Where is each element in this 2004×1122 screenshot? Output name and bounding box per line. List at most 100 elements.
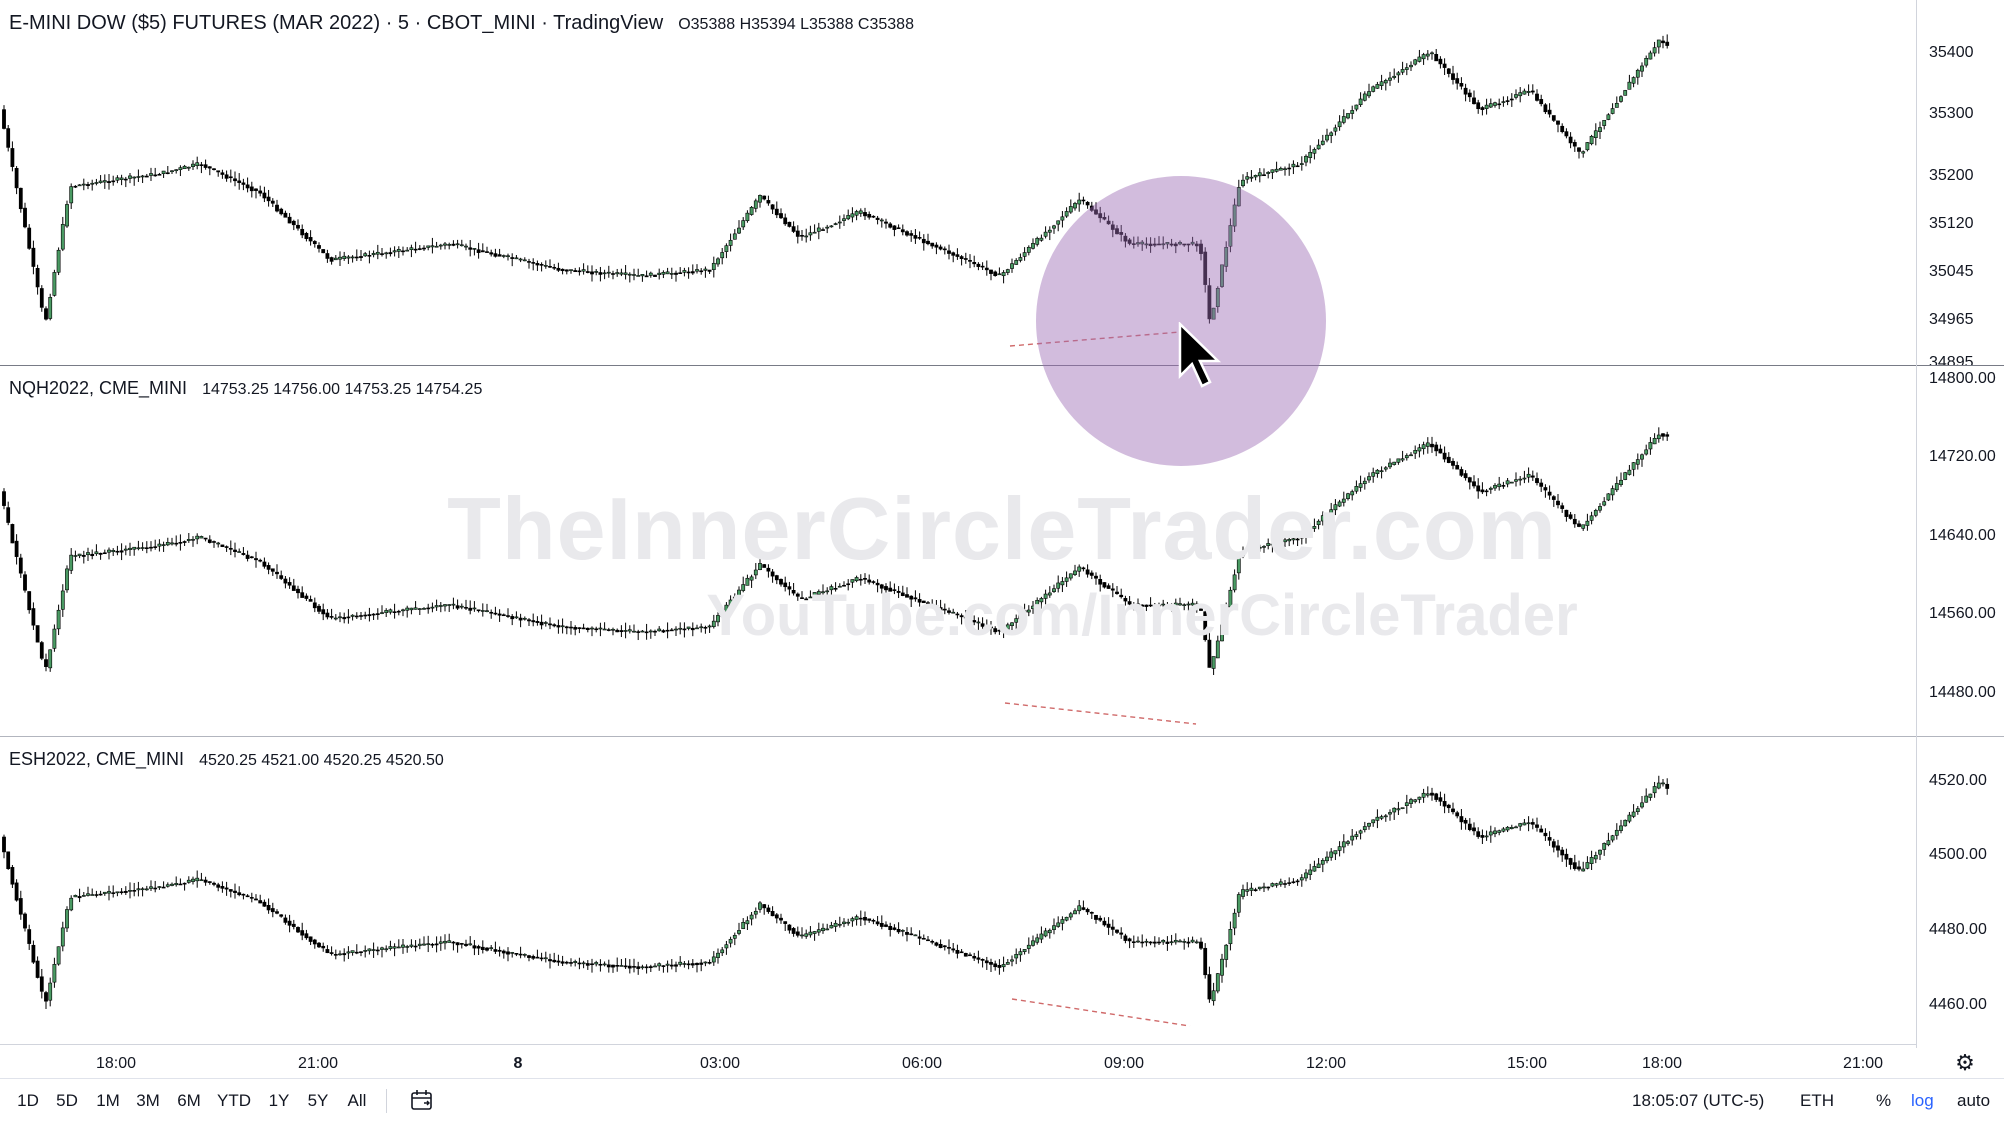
candle-body xyxy=(989,269,993,274)
range-1m-button[interactable]: 1M xyxy=(96,1091,120,1110)
candle-body xyxy=(434,245,439,248)
candle-body xyxy=(1253,547,1258,550)
candle xyxy=(128,542,132,556)
es-chart-pane[interactable]: ESH2022, CME_MINI 4520.25 4521.00 4520.2… xyxy=(0,737,1916,1044)
candle-body xyxy=(850,918,855,922)
candle xyxy=(27,224,32,250)
candle xyxy=(1152,603,1157,614)
es-candles[interactable] xyxy=(0,737,1916,1044)
candle xyxy=(275,199,279,213)
candle xyxy=(594,268,599,276)
candle-body xyxy=(409,247,414,251)
candle xyxy=(417,938,422,950)
candle-body xyxy=(1350,110,1355,114)
candle xyxy=(1161,236,1166,250)
candle-body xyxy=(594,628,599,631)
candle xyxy=(107,885,111,901)
candle-body xyxy=(749,914,754,920)
candle-body xyxy=(203,879,208,883)
candle xyxy=(1652,781,1657,798)
nq-candles[interactable] xyxy=(0,366,1916,735)
candle-body xyxy=(648,630,653,633)
range-5d-button[interactable]: 5D xyxy=(56,1091,78,1110)
pane-separator-1[interactable] xyxy=(0,365,2004,366)
ym-candles[interactable] xyxy=(0,0,1916,365)
ym-chart-pane[interactable]: E-MINI DOW ($5) FUTURES (MAR 2022) · 5 ·… xyxy=(0,0,1916,365)
candle xyxy=(1270,169,1275,180)
candle xyxy=(1026,605,1031,617)
session-toggle[interactable]: ETH xyxy=(1800,1091,1834,1110)
candle xyxy=(850,916,855,927)
candle xyxy=(1430,51,1434,60)
candle xyxy=(161,541,166,552)
candle-body xyxy=(1354,834,1359,837)
range-5y-button[interactable]: 5Y xyxy=(307,1091,329,1110)
nq-price-axis[interactable]: 14800.00 14720.00 14640.00 14560.00 1448… xyxy=(1917,366,2004,735)
range-1d-button[interactable]: 1D xyxy=(17,1091,39,1110)
range-6m-button[interactable]: 6M xyxy=(177,1091,201,1110)
candle xyxy=(203,159,208,170)
candle xyxy=(44,306,48,321)
candle xyxy=(766,195,771,206)
candle-body xyxy=(871,581,876,583)
es-price-axis[interactable]: 4520.00 4500.00 4480.00 4460.00 xyxy=(1917,737,2004,1044)
candle-body xyxy=(1551,115,1556,121)
candle-body xyxy=(535,956,540,959)
candle xyxy=(1488,98,1493,108)
time-axis[interactable]: 18:00 21:00 8 03:00 06:00 09:00 12:00 15… xyxy=(0,1044,1916,1079)
candle-body xyxy=(539,957,544,960)
candle xyxy=(791,927,796,937)
candle xyxy=(539,614,544,630)
percent-toggle[interactable]: % xyxy=(1876,1091,1892,1110)
candle xyxy=(1455,810,1460,819)
candle-body xyxy=(77,896,82,899)
candle-body xyxy=(102,891,107,894)
candle xyxy=(1362,477,1367,490)
candle-body xyxy=(1026,246,1031,253)
candle-body xyxy=(783,582,788,588)
ym-price-axis[interactable]: 35400 35300 35200 35120 35045 34965 3489… xyxy=(1917,0,2004,365)
range-1y-button[interactable]: 1Y xyxy=(268,1091,290,1110)
candle xyxy=(1383,814,1388,822)
candle-body xyxy=(128,547,132,551)
candle xyxy=(1064,571,1069,587)
candle xyxy=(497,609,502,622)
candle-body xyxy=(1413,799,1418,802)
candle xyxy=(1169,238,1174,247)
range-3m-button[interactable]: 3M xyxy=(136,1091,160,1110)
range-ytd-button[interactable]: YTD xyxy=(217,1091,251,1110)
nq-chart-pane[interactable]: NQH2022, CME_MINI 14753.25 14756.00 1475… xyxy=(0,366,1916,735)
candle-body xyxy=(233,549,237,552)
candle-body xyxy=(86,184,90,186)
candle-body xyxy=(1581,868,1586,872)
candle xyxy=(312,240,317,248)
candle xyxy=(1614,476,1619,492)
candle xyxy=(669,628,674,632)
candle xyxy=(1556,494,1560,509)
gear-icon[interactable]: ⚙ xyxy=(1955,1050,1975,1075)
candle xyxy=(144,885,149,891)
clock-display[interactable]: 18:05:07 (UTC-5) xyxy=(1632,1091,1765,1110)
candle-body xyxy=(674,964,678,967)
candle xyxy=(1514,472,1518,487)
candle xyxy=(472,601,477,612)
candle-body xyxy=(1320,140,1325,145)
auto-toggle[interactable]: auto xyxy=(1957,1091,1991,1110)
candle xyxy=(480,603,485,617)
candle-body xyxy=(884,221,888,224)
candle xyxy=(569,958,573,967)
candle-body xyxy=(325,253,330,259)
candle-body xyxy=(905,931,909,935)
log-toggle[interactable]: log xyxy=(1911,1091,1934,1110)
candle-body xyxy=(1232,912,1237,929)
candle-body xyxy=(1623,819,1628,827)
calendar-icon[interactable] xyxy=(410,1089,434,1111)
pane-separator-2[interactable] xyxy=(0,736,2004,737)
candle-body xyxy=(6,851,11,869)
candle xyxy=(543,951,548,963)
candle-body xyxy=(917,237,922,239)
candle-body xyxy=(707,962,712,964)
candle-body xyxy=(871,215,876,218)
candle-body xyxy=(1266,543,1271,546)
range-all-button[interactable]: All xyxy=(347,1091,367,1110)
